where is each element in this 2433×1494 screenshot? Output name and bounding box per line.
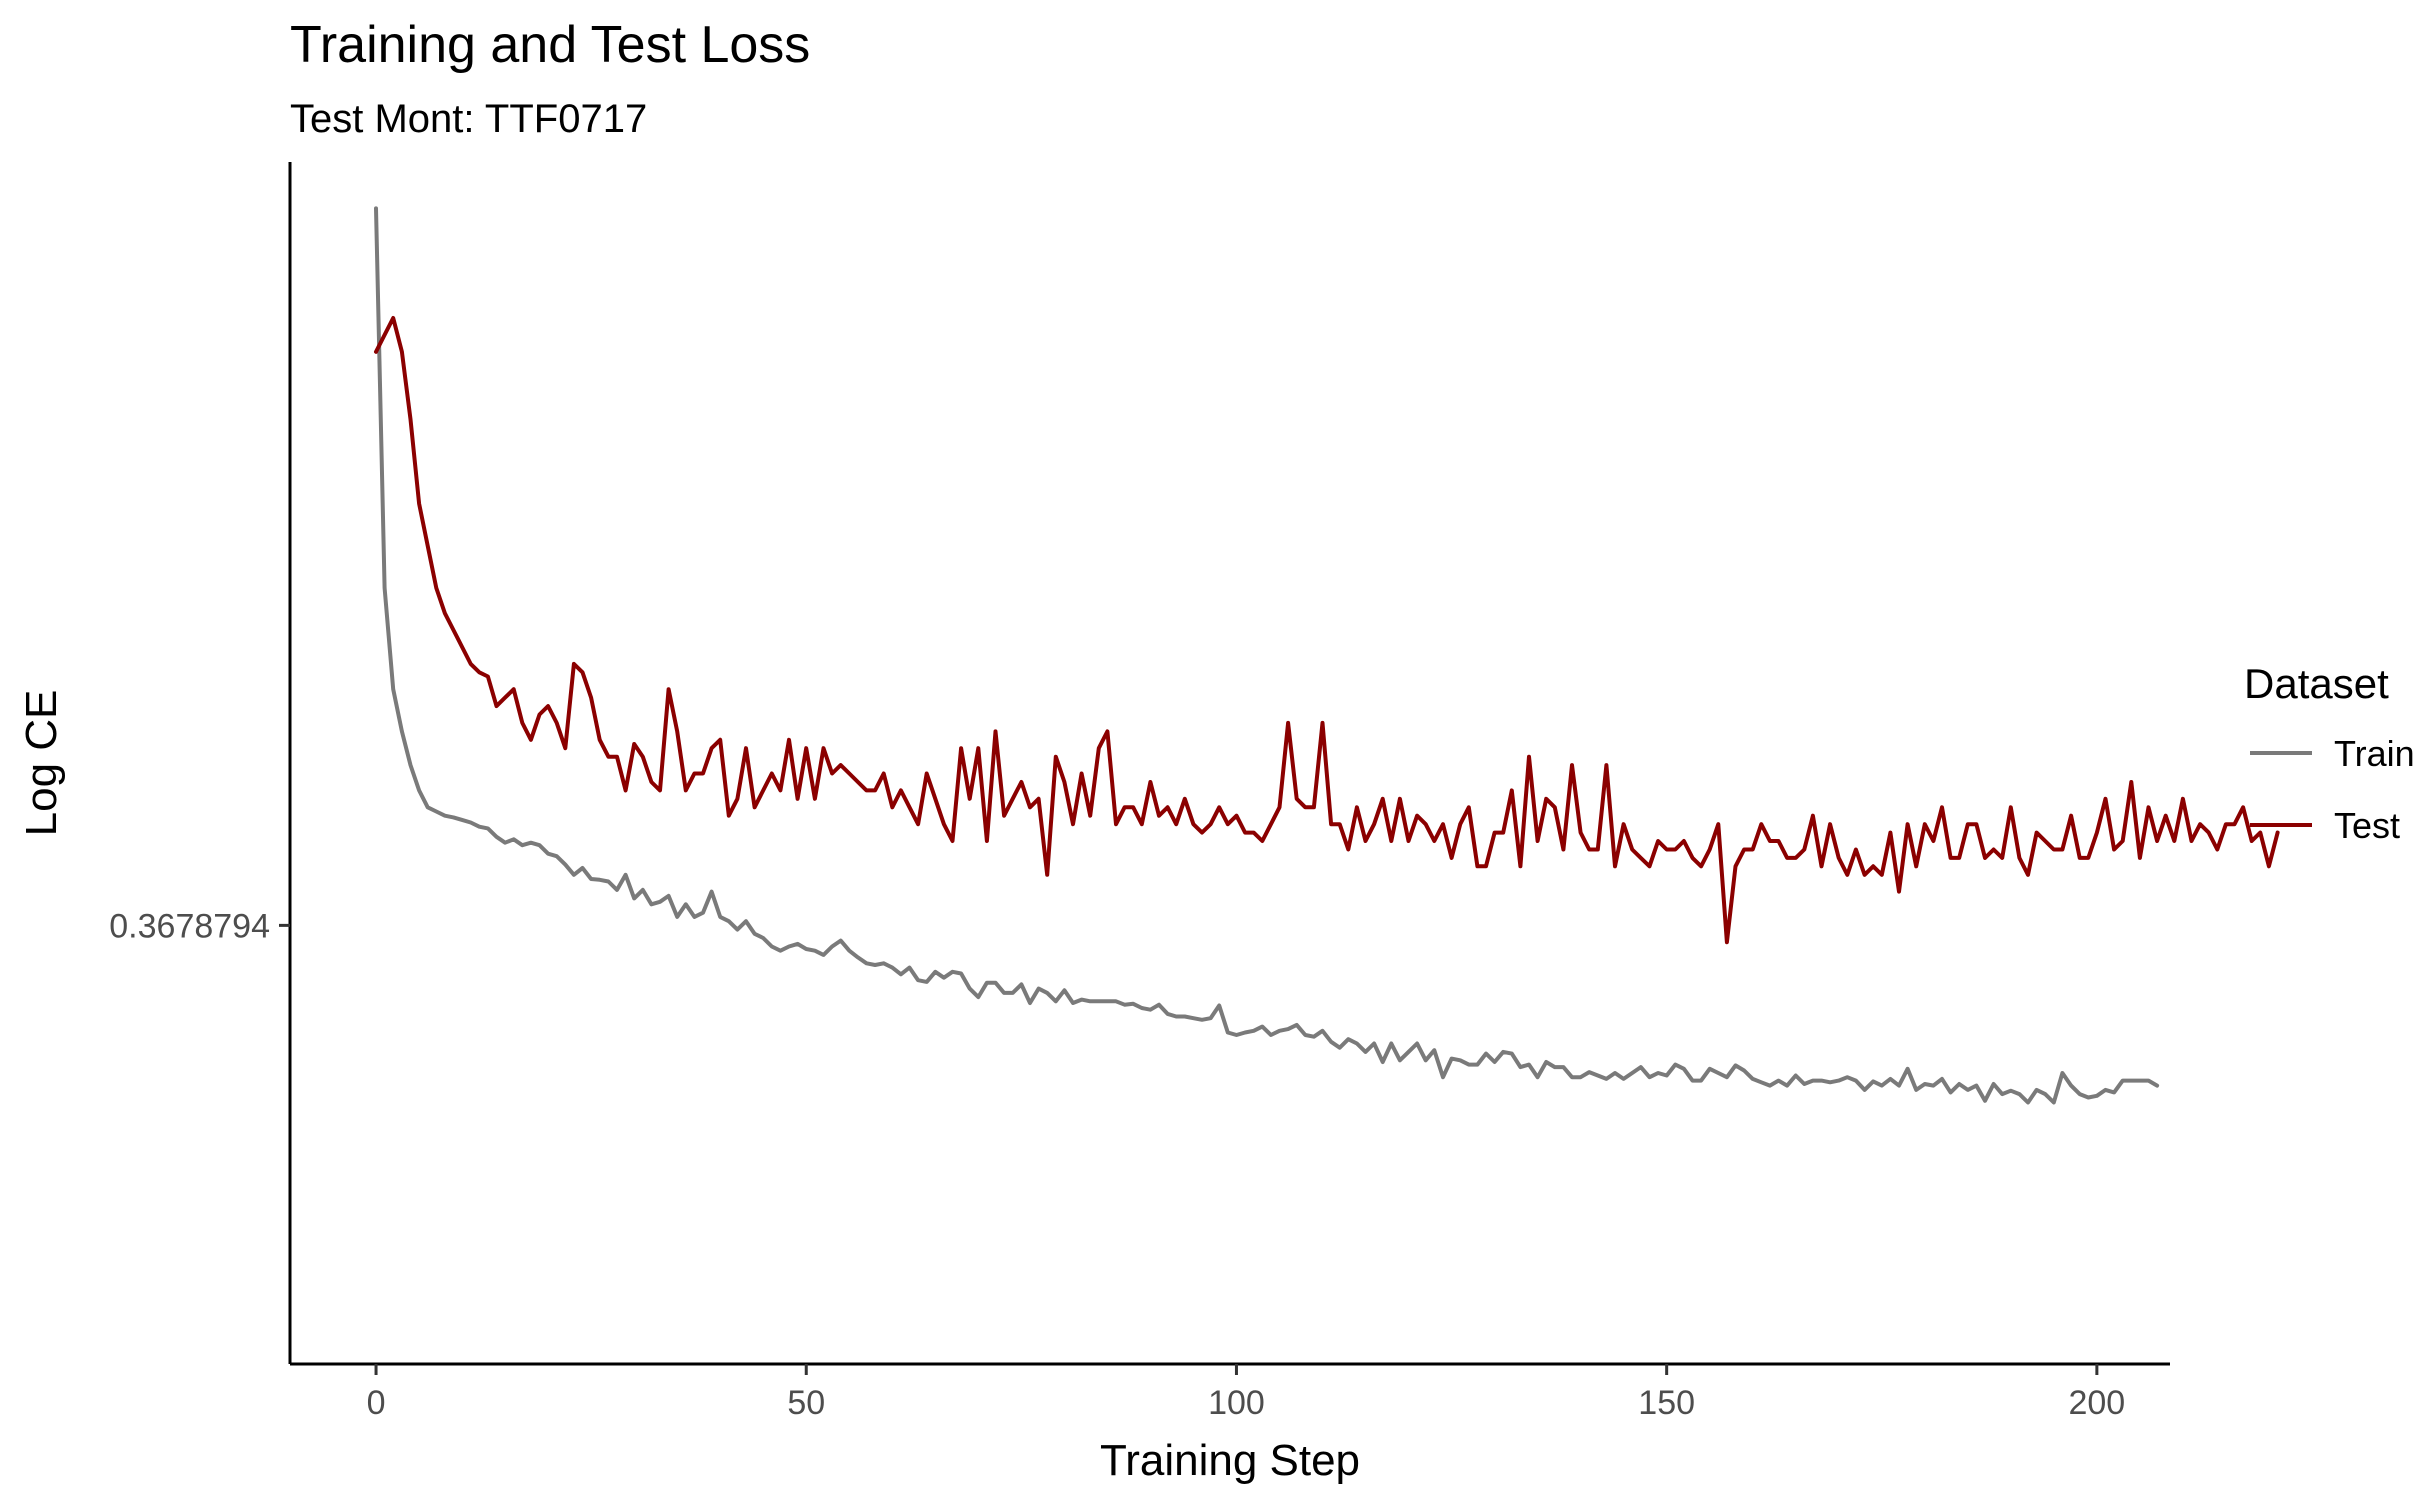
chart-subtitle: Test Mont: TTF0717	[290, 97, 647, 141]
x-tick-label: 0	[367, 1384, 386, 1422]
x-tick-label: 50	[787, 1384, 825, 1422]
series-line-train	[374, 206, 2160, 1105]
legend-label-test: Test	[2334, 805, 2400, 846]
legend: Dataset Train Test	[2244, 660, 2415, 846]
series-layer	[374, 206, 2280, 1105]
y-axis-ticks: 0.3678794	[109, 907, 290, 945]
x-tick-label: 100	[1208, 1384, 1265, 1422]
x-tick-label: 200	[2068, 1384, 2125, 1422]
legend-label-train: Train	[2334, 733, 2415, 774]
series-line-test	[374, 316, 2280, 945]
chart-title: Training and Test Loss	[290, 16, 810, 74]
x-tick-label: 150	[1638, 1384, 1695, 1422]
y-tick-label: 0.3678794	[109, 907, 270, 945]
y-axis-title: Log CE	[17, 690, 66, 837]
x-axis-ticks: 0 50 100 150 200	[367, 1364, 2125, 1422]
legend-title: Dataset	[2244, 660, 2389, 707]
x-axis-title: Training Step	[1100, 1436, 1360, 1485]
